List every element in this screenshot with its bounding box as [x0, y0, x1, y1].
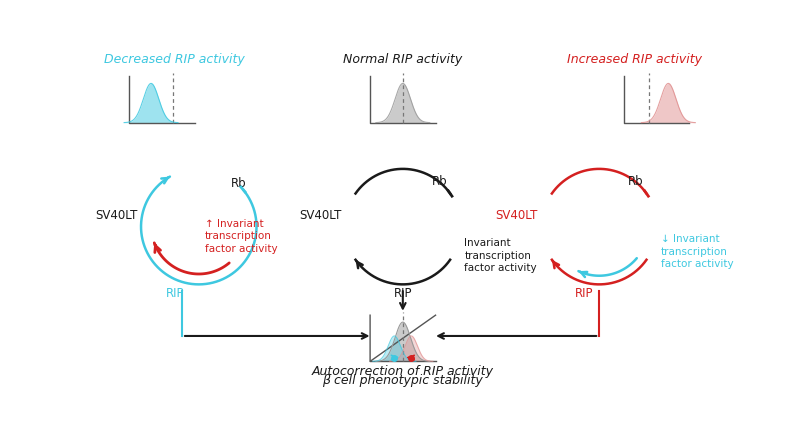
Text: Invariant
transcription
factor activity: Invariant transcription factor activity [465, 238, 537, 273]
Text: ↑ Invariant
transcription
factor activity: ↑ Invariant transcription factor activit… [205, 219, 277, 254]
Text: SV40LT: SV40LT [95, 209, 138, 222]
Text: SV40LT: SV40LT [495, 209, 538, 222]
Text: Normal RIP activity: Normal RIP activity [343, 54, 462, 67]
Text: Rb: Rb [432, 175, 447, 188]
Text: ↓ Invariant
transcription
factor activity: ↓ Invariant transcription factor activit… [661, 234, 733, 269]
Text: RIP: RIP [575, 287, 593, 300]
Text: Autocorrection of RIP activity: Autocorrection of RIP activity [312, 365, 494, 378]
Text: Rb: Rb [230, 177, 246, 190]
Text: Rb: Rb [628, 175, 644, 188]
Text: Increased RIP activity: Increased RIP activity [567, 54, 702, 67]
Text: Decreased RIP activity: Decreased RIP activity [104, 54, 244, 67]
Text: β cell phenotypic stability: β cell phenotypic stability [322, 375, 483, 388]
Text: RIP: RIP [394, 287, 412, 300]
Text: RIP: RIP [166, 287, 185, 300]
Text: SV40LT: SV40LT [299, 209, 341, 222]
